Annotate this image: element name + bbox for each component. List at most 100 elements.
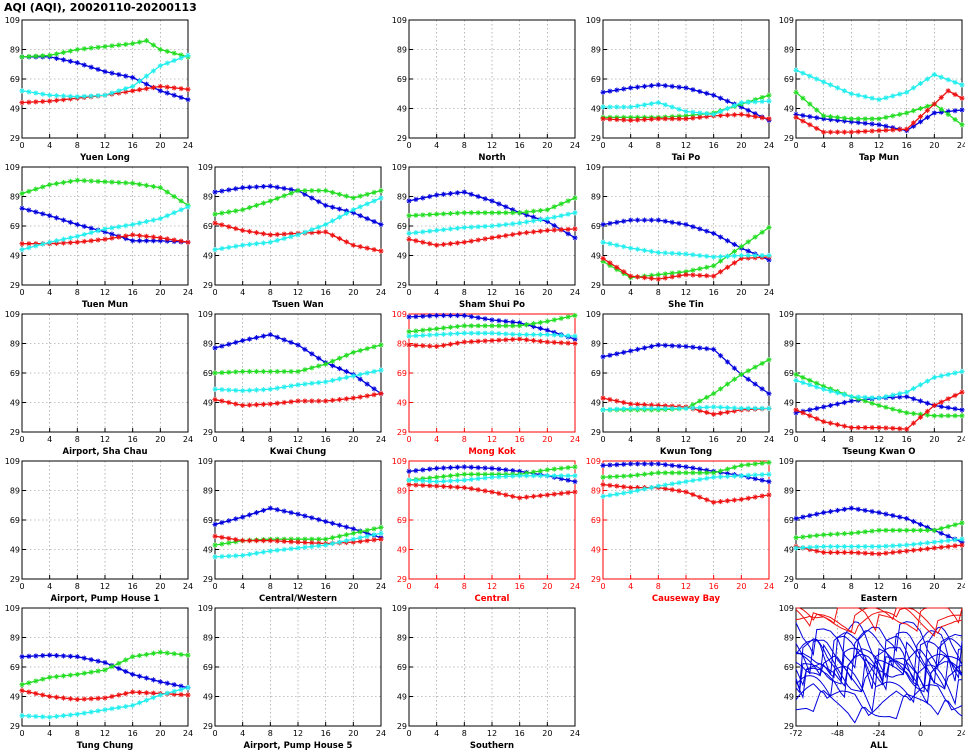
- series-marker-red: [267, 232, 273, 238]
- series-marker-red: [731, 497, 738, 503]
- y-tick-label: 69: [203, 222, 213, 231]
- series-marker-blue: [109, 70, 115, 76]
- panel-title: Kwun Tong: [660, 447, 712, 457]
- series-marker-blue: [614, 351, 620, 357]
- series-marker-blue: [924, 400, 931, 406]
- series-marker-green: [350, 349, 356, 355]
- series-marker-blue: [468, 313, 474, 320]
- series-marker-blue: [157, 238, 163, 244]
- series-marker-red: [260, 538, 267, 544]
- series-marker-red: [648, 275, 655, 281]
- x-tick-label: 20: [542, 435, 552, 444]
- series-marker-red: [648, 116, 655, 122]
- series-marker-blue: [711, 230, 717, 236]
- series-marker-cyan: [917, 80, 924, 87]
- y-tick-label: 49: [784, 693, 794, 702]
- series-marker-red: [164, 236, 170, 242]
- series-marker-green: [517, 323, 523, 329]
- series-marker-green: [427, 326, 433, 333]
- series-marker-green: [634, 472, 641, 478]
- series-marker-blue: [717, 353, 724, 359]
- series-marker-green: [427, 211, 433, 218]
- series-marker-cyan: [288, 383, 294, 389]
- series-marker-blue: [876, 122, 882, 128]
- series-marker-green: [343, 532, 350, 538]
- series-marker-red: [738, 111, 744, 117]
- series-marker-red: [876, 551, 882, 557]
- x-tick-label: 16: [709, 582, 719, 591]
- series-marker-blue: [233, 339, 239, 345]
- series-marker-blue: [862, 507, 868, 514]
- series-marker-red: [869, 128, 875, 134]
- series-marker-blue: [260, 507, 267, 514]
- series-marker-green: [123, 41, 129, 47]
- series-marker-red: [662, 275, 668, 281]
- series-marker-cyan: [690, 405, 696, 411]
- series-marker-green: [897, 408, 903, 414]
- series-marker-green: [136, 181, 143, 187]
- series-marker-green: [711, 470, 717, 476]
- panel-title: Tai Po: [672, 153, 701, 163]
- series-marker-red: [461, 239, 467, 245]
- series-marker-green: [253, 202, 260, 208]
- series-marker-red: [711, 499, 717, 505]
- series-marker-red: [178, 238, 184, 244]
- series-marker-blue: [572, 479, 578, 485]
- series-marker-blue: [834, 401, 841, 407]
- series-marker-green: [517, 210, 523, 216]
- series-marker-cyan: [938, 373, 944, 379]
- series-marker-cyan: [109, 90, 115, 96]
- series-marker-green: [669, 270, 675, 276]
- y-tick-label: 109: [5, 604, 20, 613]
- series-marker-cyan: [662, 250, 668, 256]
- series-marker-cyan: [614, 242, 620, 248]
- series-marker-cyan: [800, 70, 806, 76]
- series-marker-blue: [378, 221, 384, 228]
- series-marker-green: [600, 258, 606, 264]
- series-marker-red: [821, 549, 827, 556]
- series-marker-cyan: [704, 475, 710, 481]
- panel-title: Yuen Long: [79, 153, 130, 163]
- series-marker-blue: [745, 107, 751, 113]
- series-marker-red: [316, 398, 322, 404]
- series-marker-red: [378, 391, 384, 397]
- series-marker-blue: [316, 517, 322, 523]
- series-marker-red: [731, 260, 738, 266]
- series-marker-blue: [434, 465, 440, 471]
- series-marker-red: [171, 85, 177, 91]
- series-marker-blue: [855, 119, 861, 126]
- series-marker-green: [150, 42, 157, 48]
- series-marker-red: [917, 546, 924, 553]
- series-marker-green: [434, 326, 440, 332]
- x-tick-label: 0: [19, 141, 24, 150]
- y-tick-label: 69: [10, 369, 20, 378]
- series-marker-blue: [336, 365, 343, 372]
- x-tick-label: 4: [47, 141, 52, 150]
- series-marker-cyan: [420, 229, 426, 235]
- series-marker-cyan: [53, 92, 60, 99]
- x-tick-label: 16: [515, 435, 525, 444]
- series-marker-blue: [848, 398, 854, 404]
- series-marker-red: [711, 273, 717, 279]
- series-marker-blue: [607, 220, 613, 227]
- series-marker-green: [904, 410, 910, 416]
- series-marker-blue: [503, 467, 509, 473]
- series-marker-green: [40, 184, 46, 190]
- series-marker-red: [607, 482, 613, 488]
- series-marker-red: [109, 235, 115, 241]
- series-marker-blue: [19, 654, 25, 660]
- series-marker-cyan: [676, 106, 682, 112]
- series-marker-blue: [475, 465, 481, 471]
- series-marker-green: [371, 344, 377, 350]
- series-marker-cyan: [427, 228, 433, 234]
- x-tick-label: 4: [628, 435, 633, 444]
- x-tick-label: 0: [406, 141, 411, 150]
- series-marker-green: [897, 111, 903, 117]
- series-marker-blue: [648, 217, 655, 223]
- series-marker-blue: [834, 117, 841, 123]
- series-marker-cyan: [295, 382, 301, 388]
- panel-title: Kwai Chung: [270, 447, 327, 457]
